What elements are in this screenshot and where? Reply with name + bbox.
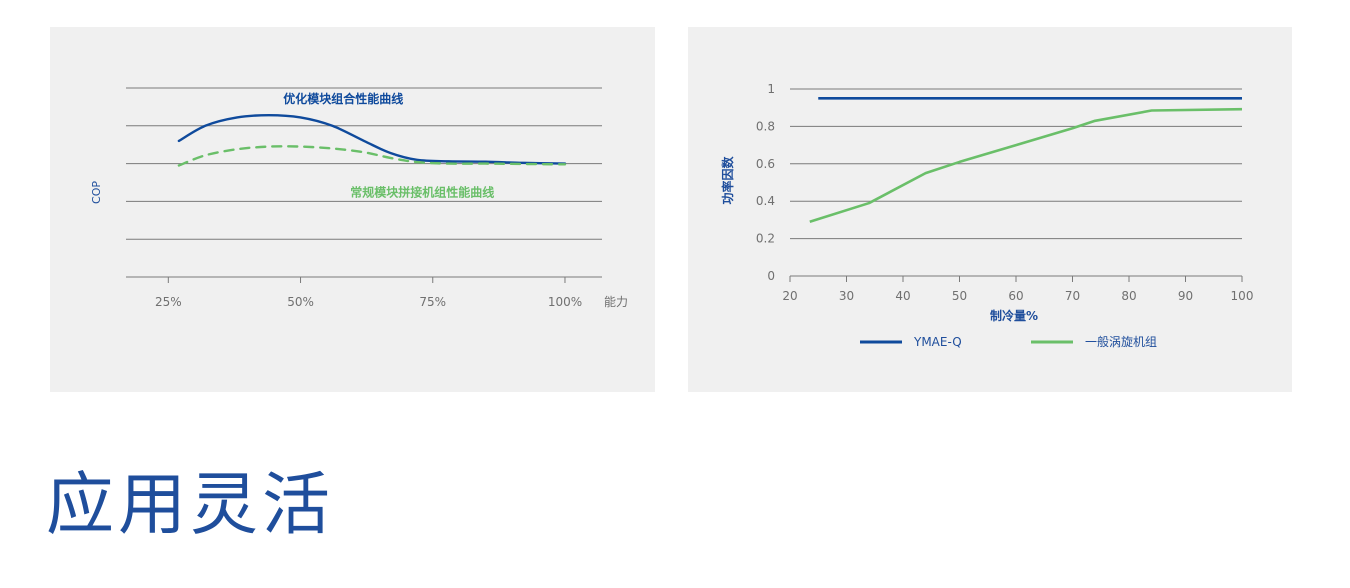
x-tick-label: 20 [782, 289, 797, 303]
x-tick-label: 40 [895, 289, 910, 303]
x-tick-label: 100 [1231, 289, 1254, 303]
x-tick-label: 25% [155, 295, 182, 309]
x-tick-label: 50 [952, 289, 967, 303]
series-annotation-conventional: 常规模块拼接机组性能曲线 [350, 184, 494, 199]
x-axis-label: 能力 [604, 295, 628, 309]
chart-panel-cop: 25% 50% 75% 100% 能力 COP 优化模块组合性能曲线常规模块拼接机组性能曲线 [50, 27, 655, 392]
x-tick-label: 30 [839, 289, 854, 303]
y-tick-label: 0.6 [756, 157, 775, 171]
power-factor-chart-svg: 0 0.2 0.4 0.6 0.8 1 20 30 40 50 60 70 80 90 100 制冷量% 功率因… [720, 82, 1254, 349]
series-line-optimized [177, 114, 567, 165]
series-annotation-optimized: 优化模块组合性能曲线 [283, 91, 403, 106]
x-tick-label: 50% [287, 295, 314, 309]
y-tick-label: 0 [767, 269, 775, 283]
y-tick-label: 0.2 [756, 232, 775, 246]
y-axis-label: COP [90, 181, 103, 204]
chart-panel-power-factor: 0 0.2 0.4 0.6 0.8 1 20 30 40 50 60 70 80 90 100 制冷量% 功率因… [688, 27, 1292, 392]
x-axis-label: 制冷量% [990, 308, 1038, 323]
x-tick-label: 80 [1121, 289, 1136, 303]
series-line-conventional [177, 145, 567, 167]
legend-label: 一般涡旋机组 [1085, 334, 1157, 349]
x-tick-label: 100% [548, 295, 582, 309]
series-line-scroll-unit [809, 107, 1243, 224]
y-tick-label: 0.4 [756, 194, 775, 208]
page-title: 应用灵活 [46, 466, 335, 545]
legend-label: YMAE-Q [913, 335, 962, 349]
x-tick-label: 60 [1008, 289, 1023, 303]
y-axis-label: 功率因数 [720, 156, 735, 205]
y-tick-label: 0.8 [756, 119, 775, 133]
x-tick-label: 75% [419, 295, 446, 309]
x-tick-label: 90 [1178, 289, 1193, 303]
y-tick-label: 1 [767, 82, 775, 96]
x-tick-label: 70 [1065, 289, 1080, 303]
